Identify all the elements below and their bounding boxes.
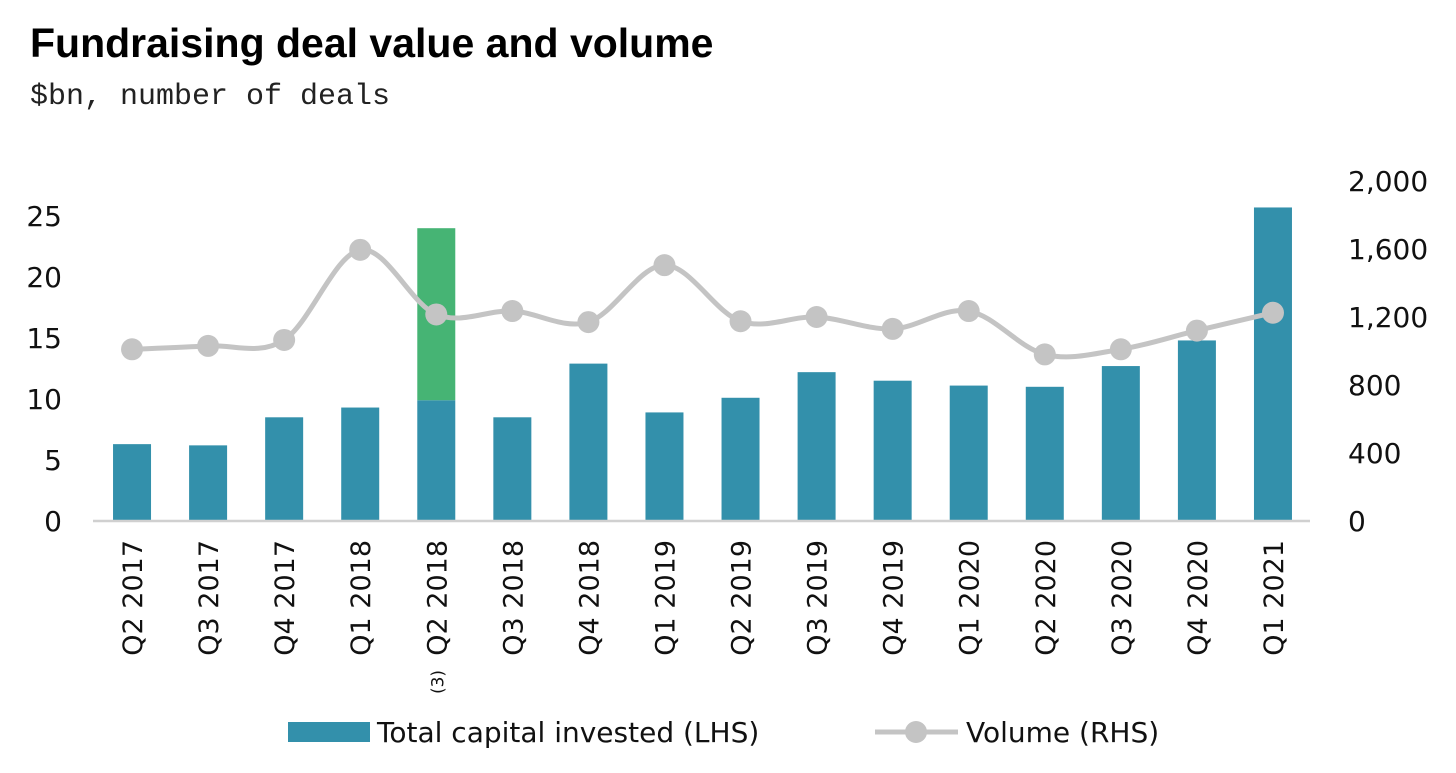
- left-axis-tick-label: 10: [26, 383, 62, 416]
- x-axis-tick-label: Q1 2018: [346, 540, 377, 656]
- legend-swatch-volume-point: [905, 721, 927, 743]
- x-axis-tick-label: Q1 2020: [955, 540, 986, 656]
- bar-total-capital: [113, 444, 152, 521]
- x-axis-tick-label: Q4 2018: [574, 540, 605, 656]
- bar-total-capital: [797, 372, 836, 521]
- x-axis-tick-label: Q2 2017: [118, 540, 149, 656]
- x-axis-tick-label: Q1 2021: [1259, 540, 1290, 656]
- left-axis-tick-label: 15: [26, 322, 62, 355]
- chart-title: Fundraising deal value and volume: [30, 20, 714, 66]
- bar-total-capital: [265, 417, 304, 521]
- right-axis-tick-label: 800: [1348, 369, 1401, 402]
- volume-point: [349, 238, 372, 261]
- volume-point: [881, 317, 904, 340]
- x-axis-tick-label: Q2 2019: [727, 540, 758, 656]
- x-axis-tick-label: Q3 2020: [1107, 540, 1138, 656]
- right-axis-tick-label: 1,200: [1348, 301, 1428, 334]
- left-axis-tick-label: 0: [44, 505, 62, 538]
- bar-total-capital: [1177, 340, 1216, 521]
- left-axis-tick-label: 25: [26, 200, 62, 233]
- bar-total-capital: [493, 417, 532, 521]
- bar-total-capital: [645, 412, 684, 521]
- bar-total-capital: [189, 445, 228, 521]
- bar-total-capital: [341, 407, 380, 521]
- volume-point: [425, 303, 448, 326]
- x-axis-tick-label: Q3 2019: [803, 540, 834, 656]
- left-axis-tick-label: 20: [26, 261, 62, 294]
- volume-point: [501, 300, 524, 323]
- chart-subtitle: $bn, number of deals: [30, 80, 391, 114]
- x-axis-tick-label: Q3 2017: [194, 540, 225, 656]
- bar-total-capital: [1101, 366, 1140, 521]
- bar-total-capital: [949, 385, 988, 521]
- legend-label-total-capital: Total capital invested (LHS): [376, 716, 759, 749]
- left-axis-tick-label: 5: [44, 444, 62, 477]
- bar-total-capital: [873, 380, 912, 521]
- bar-total-capital: [1025, 386, 1064, 521]
- volume-point: [577, 311, 600, 334]
- volume-point: [1033, 343, 1056, 366]
- x-axis-tick-label: Q3 2018: [498, 540, 529, 656]
- volume-point: [197, 334, 220, 357]
- x-axis-tick-label: Q4 2019: [879, 540, 910, 656]
- x-axis-tick-label: Q4 2020: [1183, 540, 1214, 656]
- volume-point: [957, 300, 980, 323]
- bar-total-capital: [1253, 207, 1292, 521]
- bar-total-capital: [417, 400, 456, 521]
- legend-label-volume: Volume (RHS): [966, 716, 1159, 749]
- volume-point: [1109, 338, 1132, 361]
- x-axis-tick-label: Q2 2020: [1031, 540, 1062, 656]
- legend-swatch-total-capital: [288, 722, 370, 742]
- volume-point: [273, 328, 296, 351]
- volume-point: [805, 306, 828, 328]
- volume-line: [131, 247, 1274, 360]
- volume-point: [1185, 319, 1208, 342]
- bar-total-capital: [721, 397, 760, 521]
- volume-point: [653, 254, 676, 277]
- x-axis-tick-label: Q4 2017: [270, 540, 301, 656]
- bar-total-capital: [569, 363, 608, 521]
- annotation-footnote: (3): [428, 670, 448, 694]
- right-axis-tick-label: 0: [1348, 505, 1366, 538]
- x-axis-tick-label: Q2 2018: [422, 540, 453, 656]
- right-axis-tick-label: 400: [1348, 437, 1401, 470]
- x-axis-tick-label: Q1 2019: [650, 540, 681, 656]
- volume-point: [729, 310, 752, 333]
- right-axis-tick-label: 1,600: [1348, 233, 1428, 266]
- volume-point: [121, 338, 144, 361]
- volume-point: [1261, 301, 1284, 324]
- right-axis-tick-label: 2,000: [1348, 165, 1428, 198]
